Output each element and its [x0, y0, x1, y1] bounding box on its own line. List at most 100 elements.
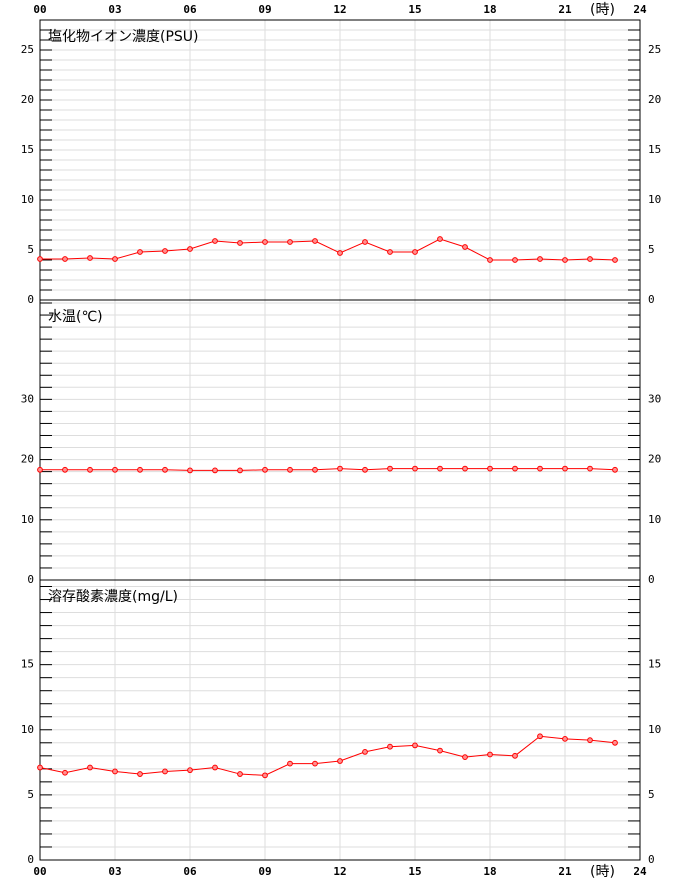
- y-tick-label: 30: [21, 392, 34, 405]
- data-point: [187, 246, 193, 252]
- y-tick-label-right: 5: [648, 243, 655, 256]
- y-tick-label-right: 10: [648, 723, 661, 736]
- data-point: [312, 466, 318, 473]
- x-tick-label: 15: [408, 865, 421, 878]
- data-point: [112, 256, 118, 262]
- data-point: [562, 465, 568, 472]
- data-point: [237, 240, 243, 246]
- data-point: [337, 250, 343, 256]
- data-point: [312, 238, 318, 244]
- x-tick-label: 15: [408, 3, 421, 16]
- x-tick-label: 12: [333, 865, 346, 878]
- y-tick-label-right: 15: [648, 143, 661, 156]
- data-point: [462, 465, 468, 472]
- y-tick-label: 20: [21, 93, 34, 106]
- y-tick-label-right: 20: [648, 93, 661, 106]
- x-tick-label: 06: [183, 3, 197, 16]
- y-tick-label: 15: [21, 658, 34, 671]
- y-tick-label-right: 25: [648, 43, 661, 56]
- x-axis-unit: (時): [590, 864, 615, 880]
- data-point: [437, 236, 443, 242]
- data-point: [237, 771, 243, 777]
- data-point: [162, 768, 168, 775]
- x-tick-label: 21: [558, 3, 572, 16]
- data-point: [87, 255, 93, 261]
- data-point: [612, 466, 618, 473]
- x-tick-label: 18: [483, 865, 496, 878]
- x-tick-label: 21: [558, 865, 572, 878]
- data-line: [40, 238, 616, 261]
- x-tick-label: 00: [33, 3, 46, 16]
- x-tick-label: 09: [258, 865, 271, 878]
- data-point: [137, 771, 143, 777]
- x-tick-label: 18: [483, 3, 496, 16]
- y-tick-label: 25: [21, 43, 34, 56]
- data-point: [112, 768, 118, 775]
- data-point: [512, 465, 518, 472]
- y-tick-label: 20: [21, 453, 34, 466]
- x-tick-label: 09: [258, 3, 271, 16]
- data-point: [437, 747, 443, 754]
- y-tick-label-right: 5: [648, 788, 655, 801]
- data-point: [262, 466, 268, 473]
- data-point: [487, 751, 493, 758]
- y-tick-label: 5: [27, 243, 34, 256]
- data-point: [612, 739, 618, 746]
- y-tick-label: 10: [21, 193, 34, 206]
- data-point: [412, 465, 418, 472]
- data-point: [512, 752, 518, 759]
- y-tick-label: 5: [27, 788, 34, 801]
- data-point: [37, 466, 43, 473]
- x-tick-label: 03: [108, 865, 121, 878]
- data-point: [287, 760, 293, 767]
- y-tick-label-right: 20: [648, 453, 661, 466]
- data-line: [40, 468, 616, 471]
- data-point: [262, 772, 268, 779]
- data-point: [312, 760, 318, 767]
- x-tick-label: 03: [108, 3, 121, 16]
- data-point: [462, 754, 468, 761]
- y-tick-label-right: 30: [648, 392, 661, 405]
- data-point: [62, 466, 68, 473]
- data-point: [387, 743, 393, 750]
- data-point: [412, 249, 418, 255]
- data-point: [187, 467, 193, 474]
- data-point: [562, 735, 568, 742]
- data-point: [487, 257, 493, 263]
- panel-title: 塩化物イオン濃度(PSU): [48, 29, 199, 45]
- y-tick-label: 10: [21, 723, 34, 736]
- data-point: [162, 466, 168, 473]
- data-point: [237, 467, 243, 474]
- x-tick-label: 24: [633, 865, 647, 878]
- y-tick-label-right: 0: [648, 293, 655, 306]
- data-point: [412, 742, 418, 749]
- data-point: [112, 466, 118, 473]
- data-point: [262, 239, 268, 245]
- data-point: [137, 466, 143, 473]
- data-point: [137, 249, 143, 255]
- y-tick-label-right: 0: [648, 853, 655, 866]
- y-tick-label: 0: [27, 573, 34, 586]
- data-point: [337, 758, 343, 764]
- panel-title: 水温(℃): [48, 309, 103, 325]
- data-point: [587, 256, 593, 262]
- data-point: [512, 257, 518, 263]
- y-tick-label-right: 0: [648, 573, 655, 586]
- panel-title: 溶存酸素濃度(mg/L): [48, 589, 178, 605]
- data-point: [287, 239, 293, 245]
- data-point: [87, 764, 93, 771]
- data-point: [212, 467, 218, 474]
- data-point: [287, 466, 293, 473]
- y-tick-label: 15: [21, 143, 34, 156]
- data-point: [387, 465, 393, 472]
- y-tick-label: 0: [27, 853, 34, 866]
- data-point: [387, 249, 393, 255]
- x-tick-label: 00: [33, 865, 46, 878]
- data-line: [39, 735, 616, 776]
- data-point: [337, 465, 343, 472]
- data-point: [362, 749, 368, 755]
- x-tick-label: 24: [633, 3, 647, 16]
- data-point: [612, 257, 618, 263]
- y-tick-label-right: 15: [648, 658, 661, 671]
